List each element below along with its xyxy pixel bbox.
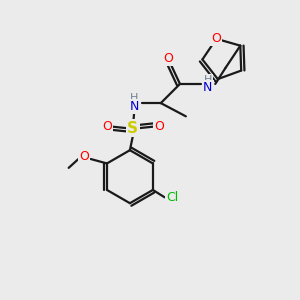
Text: O: O [102,120,112,133]
Text: H: H [130,93,139,103]
Text: O: O [79,150,88,163]
Text: N: N [203,81,213,94]
Text: O: O [154,120,164,133]
Text: H: H [204,75,212,85]
Text: S: S [127,121,138,136]
Text: Cl: Cl [167,191,179,204]
Text: O: O [212,32,221,45]
Text: O: O [163,52,173,65]
Text: N: N [130,100,139,112]
